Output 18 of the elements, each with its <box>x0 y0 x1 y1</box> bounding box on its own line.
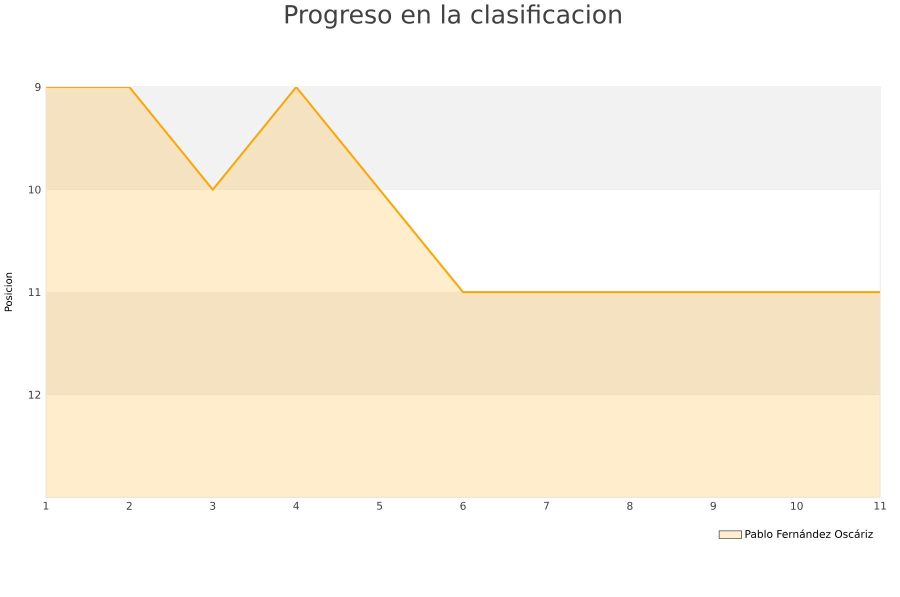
x-tick-label: 6 <box>460 502 466 510</box>
y-tick-label: 9 <box>35 83 41 92</box>
y-tick-label: 11 <box>28 288 40 296</box>
x-tick-label: 4 <box>293 502 299 510</box>
x-tick-label: 10 <box>791 502 803 510</box>
x-tick-label: 5 <box>377 502 382 510</box>
x-tick-label: 9 <box>710 502 716 510</box>
x-tick-label: 11 <box>874 502 886 510</box>
x-tick-label: 7 <box>544 502 549 510</box>
x-tick-label: 3 <box>210 502 216 510</box>
x-tick-label: 1 <box>44 502 48 510</box>
y-axis-title: Posicion <box>4 273 12 312</box>
x-tick-label: 2 <box>126 502 132 510</box>
chart-title: Progreso en la clasificacion <box>286 4 621 29</box>
y-tick-label: 12 <box>28 390 40 399</box>
legend-label: Pablo Fernández Oscáriz <box>746 530 873 538</box>
x-tick-label: 8 <box>627 502 633 510</box>
y-tick-label: 10 <box>28 186 41 194</box>
